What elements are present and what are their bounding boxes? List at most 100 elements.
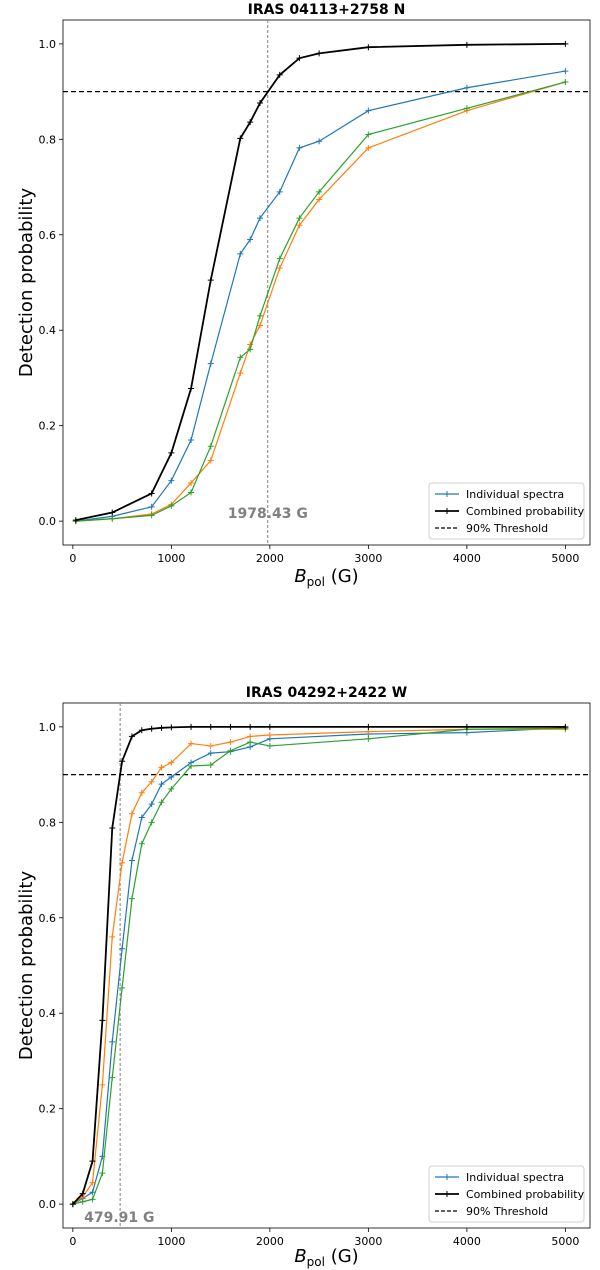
- data-point-marker: [227, 739, 234, 746]
- y-axis-label: Detection probability: [16, 871, 37, 1061]
- data-point-marker: [276, 188, 283, 195]
- data-point-marker: [257, 215, 264, 222]
- legend: Individual spectra Combined probability 90…: [428, 482, 585, 540]
- x-tick-label: 0: [69, 1235, 76, 1248]
- data-point-marker: [365, 131, 372, 138]
- data-point-marker: [128, 810, 135, 817]
- data-point-marker: [158, 781, 165, 788]
- data-point-marker: [227, 723, 234, 730]
- data-point-marker: [237, 354, 244, 361]
- x-axis-label: Bpol (G): [294, 1246, 358, 1269]
- x-axis-symbol: B: [294, 566, 306, 587]
- data-point-marker: [89, 1196, 96, 1203]
- data-point-marker: [148, 503, 155, 510]
- data-point-marker: [365, 144, 372, 151]
- plot-frame: [62, 19, 591, 546]
- data-point-marker: [247, 346, 254, 353]
- y-tick-label: 0.8: [39, 133, 57, 146]
- legend-entry-label: Combined probability: [466, 505, 585, 518]
- data-point-marker: [138, 789, 145, 796]
- data-point-marker: [188, 723, 195, 730]
- data-point-marker: [365, 723, 372, 730]
- data-point-marker: [316, 138, 323, 145]
- data-point-marker: [168, 449, 175, 456]
- data-point-marker: [227, 747, 234, 754]
- y-tick-label: 0.4: [39, 1007, 57, 1020]
- data-point-marker: [463, 41, 470, 48]
- x-axis-subscript: pol: [307, 575, 325, 589]
- legend-box: [428, 482, 585, 540]
- y-tick-label: 0.2: [39, 1103, 57, 1116]
- data-point-marker: [138, 727, 145, 734]
- data-point-marker: [89, 1179, 96, 1186]
- data-point-marker: [207, 723, 214, 730]
- data-point-marker: [188, 479, 195, 486]
- data-point-marker: [247, 733, 254, 740]
- individual-spectrum-line-3: [72, 727, 566, 1205]
- legend-entry-label: Combined probability: [466, 1188, 585, 1201]
- x-tick-label: 3000: [354, 1235, 382, 1248]
- x-axis-symbol: B: [294, 1246, 306, 1267]
- data-point-marker: [109, 1074, 116, 1081]
- x-tick-label: 4000: [453, 552, 481, 565]
- individual-spectrum-line-1: [75, 70, 566, 522]
- individual-spectrum-line-2: [75, 81, 566, 522]
- chart-title: IRAS 04113+2758 N: [248, 2, 406, 18]
- data-point-marker: [257, 322, 264, 329]
- data-point-marker: [365, 44, 372, 51]
- y-tick-label: 0.8: [39, 816, 57, 829]
- x-tick-label: 0: [69, 552, 76, 565]
- y-tick-label: 0.0: [39, 1198, 57, 1211]
- y-tick-label: 0.4: [39, 324, 57, 337]
- data-point-marker: [89, 1189, 96, 1196]
- data-point-marker: [119, 945, 126, 952]
- data-point-marker: [188, 763, 195, 769]
- legend-entry-label: Individual spectra: [466, 488, 564, 501]
- x-tick-label: 5000: [551, 1235, 579, 1248]
- data-point-marker: [119, 984, 126, 991]
- data-point-marker: [148, 778, 155, 785]
- data-point-marker: [207, 443, 214, 450]
- data-point-marker: [296, 215, 303, 222]
- individual-spectrum-line-1: [72, 727, 566, 1205]
- data-point-marker: [79, 1198, 86, 1205]
- data-point-marker: [266, 731, 273, 738]
- data-point-marker: [316, 50, 323, 57]
- data-point-marker: [168, 759, 175, 766]
- data-point-marker: [188, 385, 195, 392]
- x-tick-label: 5000: [551, 552, 579, 565]
- data-point-marker: [276, 71, 283, 78]
- data-point-marker: [562, 79, 569, 86]
- x-tick-label: 1000: [157, 1235, 185, 1248]
- data-point-marker: [138, 840, 145, 847]
- data-point-marker: [148, 490, 155, 497]
- data-point-marker: [296, 55, 303, 62]
- legend-marker: [444, 508, 450, 514]
- data-point-marker: [109, 509, 116, 516]
- legend-marker: [444, 1191, 450, 1197]
- x-tick-label: 1000: [157, 552, 185, 565]
- data-point-marker: [562, 40, 569, 47]
- data-point-marker: [257, 312, 264, 319]
- plot-frame: [62, 702, 591, 1229]
- data-point-marker: [257, 100, 264, 107]
- data-point-marker: [266, 742, 273, 749]
- data-point-marker: [207, 360, 214, 367]
- x-axis-unit: (G): [325, 1246, 359, 1267]
- y-tick-label: 0.2: [39, 420, 57, 433]
- y-tick-label: 0.0: [39, 515, 57, 528]
- data-point-marker: [168, 502, 175, 509]
- y-tick-label: 0.6: [39, 912, 57, 925]
- data-point-marker: [138, 814, 145, 821]
- data-point-marker: [119, 859, 126, 866]
- data-point-marker: [158, 799, 165, 806]
- data-point-marker: [247, 119, 254, 126]
- data-point-marker: [463, 105, 470, 112]
- data-point-marker: [109, 1038, 116, 1045]
- data-point-marker: [237, 250, 244, 257]
- data-point-marker: [188, 740, 195, 747]
- x-axis-unit: (G): [325, 566, 359, 587]
- data-point-marker: [207, 457, 214, 464]
- data-point-marker: [463, 84, 470, 91]
